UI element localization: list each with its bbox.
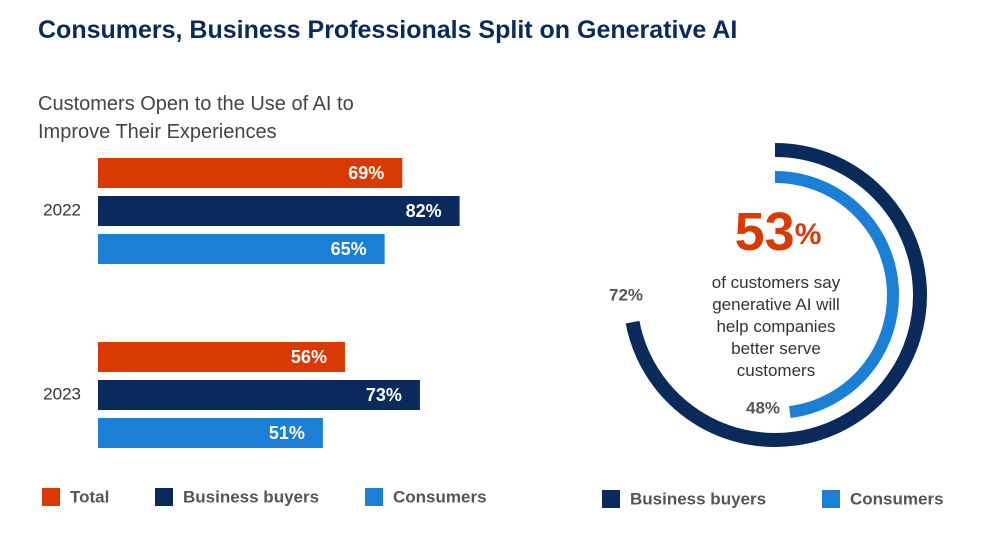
bar	[98, 380, 420, 410]
legend-swatch	[155, 488, 173, 506]
category-label: 2022	[43, 200, 81, 219]
bar	[98, 234, 385, 264]
legend-label: Total	[70, 487, 109, 506]
legend-swatch	[42, 488, 60, 506]
legend-label: Consumers	[850, 489, 944, 508]
arc	[774, 171, 899, 419]
value-label: 65%	[331, 239, 367, 259]
chart-title: Customers Open to the Use of AI to Impro…	[38, 93, 354, 143]
value-label: 69%	[348, 163, 384, 183]
value-label: 82%	[406, 201, 442, 221]
arc	[625, 143, 927, 447]
value-label: 72%	[609, 285, 643, 304]
value-label: 73%	[366, 385, 402, 405]
bar	[98, 196, 460, 226]
value-label: 51%	[269, 423, 305, 443]
legend-label: Business buyers	[630, 489, 766, 508]
value-label: 56%	[291, 347, 327, 367]
annotation: of customers say generative AI will help…	[711, 273, 841, 380]
value-label: 48%	[746, 398, 780, 417]
legend-swatch	[822, 490, 840, 508]
highlight-value: 53%	[735, 202, 822, 262]
bar	[98, 342, 345, 372]
legend-label: Consumers	[393, 487, 487, 506]
page-title: Consumers, Business Professionals Split …	[38, 16, 738, 44]
legend-swatch	[365, 488, 383, 506]
legend-label: Business buyers	[183, 487, 319, 506]
category-label: 2023	[43, 384, 81, 403]
bar	[98, 418, 323, 448]
bar	[98, 158, 403, 188]
legend-swatch	[602, 490, 620, 508]
